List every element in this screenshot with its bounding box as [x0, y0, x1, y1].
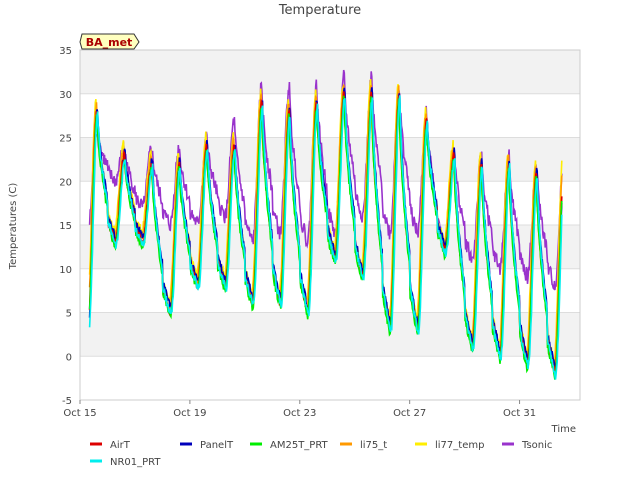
y-tick-label: 25 — [59, 134, 72, 145]
grid-band — [80, 312, 580, 357]
chart-title: Temperature — [278, 3, 361, 18]
y-tick-label: 5 — [66, 309, 72, 320]
legend: AirT PanelT AM25T_PRT li75_t li77_temp Tsonic… — [90, 440, 552, 468]
grid-band — [80, 50, 580, 94]
series-layer — [88, 69, 563, 380]
x-tick-label: Oct 27 — [393, 408, 426, 419]
x-tick-label: Oct 31 — [503, 408, 536, 419]
x-tick-label: Oct 19 — [173, 408, 206, 419]
y-tick-label: 35 — [59, 46, 72, 57]
x-axis-label: Time — [551, 424, 576, 435]
x-axis-ticks: Oct 15 Oct 19 Oct 23 Oct 27 Oct 31 — [63, 400, 536, 419]
grid-band — [80, 356, 580, 400]
badge-label: BA_met — [86, 36, 133, 49]
x-tick-label: Oct 15 — [63, 408, 96, 419]
series-line-nr01-prt — [88, 95, 563, 380]
grid-band — [80, 137, 580, 182]
badge-background — [79, 33, 140, 50]
legend-label: PanelT — [200, 440, 234, 451]
legend-label: AM25T_PRT — [270, 440, 329, 451]
legend-label: Tsonic — [521, 440, 552, 451]
legend-label: li77_temp — [435, 440, 484, 451]
y-tick-label: 30 — [59, 90, 72, 101]
ba-met-badge: BA_met — [79, 33, 140, 50]
y-tick-label: 15 — [59, 221, 72, 232]
y-tick-label: 20 — [59, 177, 72, 188]
y-tick-label: 0 — [66, 352, 72, 363]
x-tick-label: Oct 23 — [283, 408, 316, 419]
legend-label: NR01_PRT — [110, 457, 161, 468]
legend-label: li75_t — [360, 440, 387, 451]
legend-label: AirT — [110, 440, 131, 451]
plot-frame — [79, 49, 581, 401]
y-axis-ticks: -5 0 5 10 15 20 25 30 35 — [59, 46, 72, 407]
grid-band — [80, 93, 580, 138]
y-tick-label: 10 — [59, 265, 72, 276]
y-tick-label: -5 — [62, 396, 72, 407]
y-axis-label: Temperatures (C) — [8, 183, 19, 271]
